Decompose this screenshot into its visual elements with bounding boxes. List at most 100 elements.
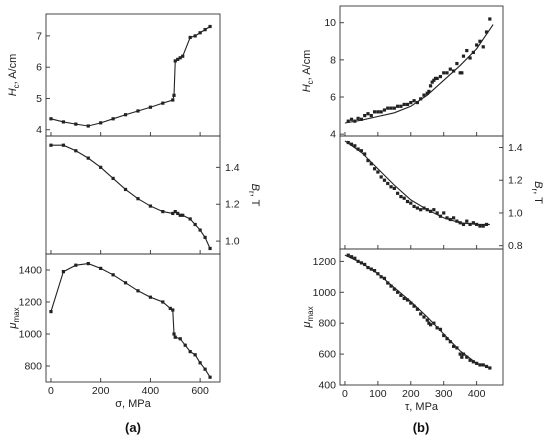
data-point: [438, 74, 443, 79]
data-point: [428, 209, 433, 213]
data-point: [74, 149, 78, 153]
caption-b: (b): [413, 420, 430, 435]
y-tick-label: 1.2: [225, 199, 240, 211]
data-point: [468, 358, 472, 362]
data-point: [455, 61, 459, 66]
panel-a-bottom-frame: [45, 253, 221, 383]
data-point: [478, 39, 482, 43]
data-point: [148, 204, 152, 208]
data-point: [419, 97, 423, 101]
y-axis-label: μmax: [301, 306, 315, 328]
data-point: [448, 67, 452, 71]
y-axis-label: Hc, A/cm: [301, 50, 315, 93]
data-point: [488, 366, 492, 370]
data-point: [412, 304, 416, 308]
data-point: [458, 71, 462, 75]
data-point: [481, 45, 485, 49]
data-point: [458, 221, 462, 225]
data-point: [366, 158, 370, 163]
data-point: [172, 332, 176, 336]
data-point: [86, 262, 90, 266]
y-tick-label: 4: [36, 124, 42, 136]
data-point: [203, 235, 207, 240]
data-point: [61, 120, 65, 124]
series-line: [50, 263, 211, 378]
data-point: [99, 165, 103, 169]
data-point: [484, 30, 489, 34]
data-point: [481, 363, 485, 367]
y-tick-label: 6: [330, 92, 336, 104]
data-point: [409, 301, 413, 305]
y-tick-label: 1200: [19, 297, 43, 309]
data-point: [372, 167, 377, 171]
data-point: [353, 256, 357, 260]
data-point: [438, 214, 443, 218]
data-point: [392, 106, 396, 110]
x-axis-label: τ, MPa: [405, 401, 439, 413]
data-point: [353, 144, 357, 148]
data-point: [86, 124, 90, 128]
data-point: [432, 321, 436, 325]
y-tick-label: 1000: [313, 287, 337, 299]
data-point: [346, 140, 350, 145]
data-point: [376, 110, 380, 114]
data-point: [448, 340, 452, 344]
data-point: [382, 178, 387, 182]
x-tick-label: 200: [92, 385, 110, 397]
panel-b-bottom-frame: [339, 248, 504, 386]
data-point: [389, 106, 393, 110]
data-point: [442, 333, 446, 338]
y-axis-label: Hc, A/cm: [7, 54, 21, 97]
data-point: [419, 312, 423, 316]
data-point: [461, 222, 466, 227]
data-point: [366, 112, 370, 116]
data-point: [148, 105, 152, 109]
data-point: [432, 208, 436, 212]
data-point: [455, 346, 459, 350]
data-point: [203, 28, 207, 32]
x-tick-label: 400: [468, 388, 486, 400]
y-tick-label: 1000: [19, 329, 43, 341]
data-point: [392, 287, 396, 291]
data-point: [379, 175, 383, 179]
data-point: [452, 69, 456, 73]
data-point: [405, 102, 410, 107]
data-point: [471, 50, 475, 55]
data-point: [389, 185, 393, 189]
data-point: [475, 361, 479, 365]
data-point: [198, 228, 202, 232]
y-tick-label: 600: [318, 349, 336, 361]
data-point: [181, 54, 185, 58]
data-point: [409, 100, 413, 105]
data-point: [460, 355, 464, 359]
data-point: [430, 80, 434, 84]
data-point: [389, 284, 393, 288]
data-point: [468, 56, 472, 60]
data-point: [171, 308, 175, 312]
data-point: [173, 209, 177, 214]
data-point: [484, 364, 489, 369]
data-point: [475, 222, 479, 227]
data-point: [172, 93, 176, 97]
data-point: [484, 222, 489, 227]
data-point: [415, 206, 419, 210]
data-point: [61, 143, 65, 147]
data-point: [379, 110, 383, 114]
data-point: [396, 290, 400, 294]
data-point: [188, 350, 192, 354]
data-point: [402, 196, 406, 200]
y-tick-label: 10: [324, 17, 336, 29]
data-point: [396, 191, 400, 195]
series-line: [50, 26, 211, 127]
x-tick-label: 100: [369, 388, 387, 400]
data-point: [468, 222, 472, 227]
data-point: [382, 108, 387, 112]
data-point: [161, 300, 165, 304]
data-point: [402, 102, 406, 107]
data-point: [425, 208, 429, 212]
data-point: [405, 298, 410, 302]
data-point: [435, 211, 439, 215]
data-point: [178, 337, 182, 341]
data-point: [461, 352, 466, 356]
